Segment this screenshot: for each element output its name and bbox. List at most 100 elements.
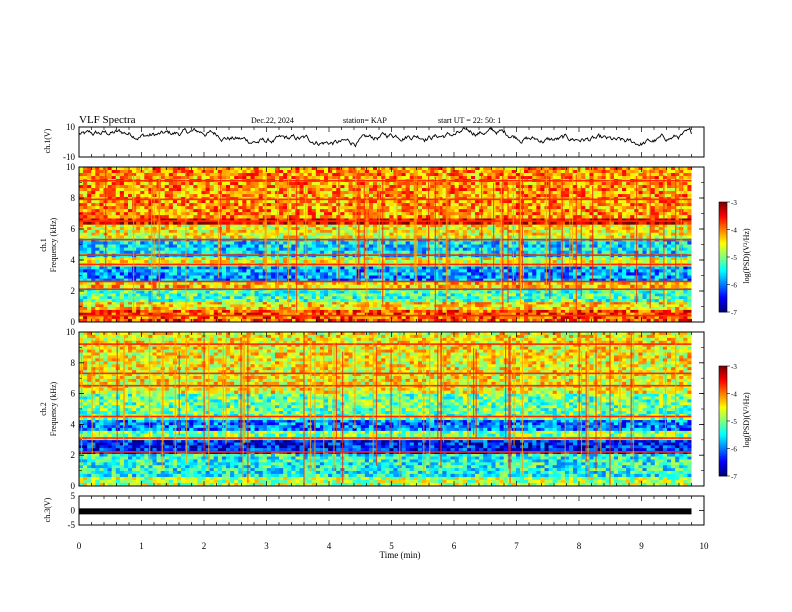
spectrogram-cell [197,260,202,264]
spectrogram-cell [397,301,402,305]
spectrogram-cell [360,227,366,231]
spectrogram-cell [132,229,137,234]
spectrogram-cell [87,266,92,270]
spectrogram-cell [128,241,133,245]
spectrogram-cell [336,284,341,289]
spectrogram-cell [597,247,602,251]
spectrogram-cell [487,309,492,313]
spectrogram-cell [393,312,398,317]
spectrogram-cell [319,304,325,308]
spectrogram-cell [83,272,88,276]
spectrogram-cell [291,227,296,231]
spectrogram-cell [115,301,121,305]
spectrogram-cell [471,244,476,248]
spectrogram-cell [479,307,484,310]
spectrogram-cell [164,275,170,279]
spectrogram-cell [332,309,337,313]
spectrogram-cell [454,272,460,276]
spectrogram-cell [205,256,210,261]
spectrogram-cell [458,256,464,261]
spectrogram-cell [605,229,611,234]
spectrogram-cell [291,309,296,313]
spectrogram-cell [283,290,288,294]
spectrogram-cell [115,256,121,261]
spectrogram-cell [258,250,264,255]
spectrogram-cell [201,266,206,270]
spectrogram-cell [556,266,562,270]
spectrogram-cell [638,266,643,270]
spectrogram-cell [597,250,602,255]
spectrogram-cell [450,309,455,313]
spectrogram-cell [324,301,329,305]
spectrogram-cell [650,281,656,286]
spectrogram-cell [177,293,182,297]
spectrogram-cell [658,278,664,282]
spectrogram-cell [393,309,398,313]
spectrogram-cell [164,256,170,261]
spectrogram-cell [646,318,651,323]
spectrogram-cell [642,241,647,245]
spectrogram-cell [128,315,133,320]
spectrogram-cell [389,247,394,251]
spectrogram-cell [426,304,431,308]
spectrogram-cell [266,247,272,251]
spectrogram-cell [193,241,198,245]
spectrogram-cell [503,227,509,231]
spectrogram-cell [446,266,451,270]
spectrogram-cell [185,235,190,239]
spectrogram-cell [564,309,570,313]
spectrogram-cell [585,227,590,231]
spectrogram-cell [589,244,594,248]
spectrogram-cell [119,293,125,297]
spectrogram-cell [585,272,590,276]
spectrogram-cell [177,260,182,264]
spectrogram-cell [609,296,615,300]
spectrogram-cell [618,229,623,234]
spectrogram-cell [250,241,255,245]
spectrogram-cell [630,307,635,310]
spectrogram-cell [593,227,598,231]
spectrogram-cell [291,247,296,251]
spectrogram-cell [446,309,451,313]
spectrogram-cell [454,309,460,313]
spectrogram-cell [393,293,398,297]
spectrogram-cell [577,224,582,228]
spectrogram-cell [634,315,639,320]
spectrogram-cell [168,244,174,248]
spectrogram-cell [564,304,570,308]
spectrogram-cell [422,256,427,261]
spectrogram-cell [593,224,598,228]
spectrogram-cell [172,275,178,279]
spectrogram-cell [123,272,129,276]
spectrogram-cell [311,290,317,294]
spectrogram-cell [266,232,272,236]
spectrogram-cell [540,256,545,261]
spectrogram-cell [528,281,533,286]
spectrogram-cell [466,293,472,297]
spectrogram-cell [181,296,186,300]
spectrogram-cell [442,266,447,270]
spectrogram-cell [577,229,582,234]
spectrogram-cell [417,296,423,300]
spectrogram-cell [148,269,153,273]
spectrogram-cell [442,227,447,231]
spectrogram-cell [340,296,345,300]
spectrogram-cell [401,284,406,289]
spectrogram-cell [238,304,243,308]
spectrogram-cell [438,278,443,282]
spectrogram-cell [360,307,366,310]
spectrogram-cell [552,284,558,289]
spectrogram-cell [79,290,84,294]
spectrogram-cell [638,304,643,308]
spectrogram-cell [279,309,284,313]
spectrogram-cell [132,275,137,279]
spectrogram-cell [221,241,227,245]
spectrogram-cell [340,235,345,239]
spectrogram-cell [540,307,545,310]
spectrogram-cell [540,244,545,248]
spectrogram-cell [128,256,133,261]
spectrogram-cell [475,247,480,251]
spectrogram-cell [556,241,562,245]
spectrogram-cell [95,293,100,297]
spectrogram-cell [438,272,443,276]
